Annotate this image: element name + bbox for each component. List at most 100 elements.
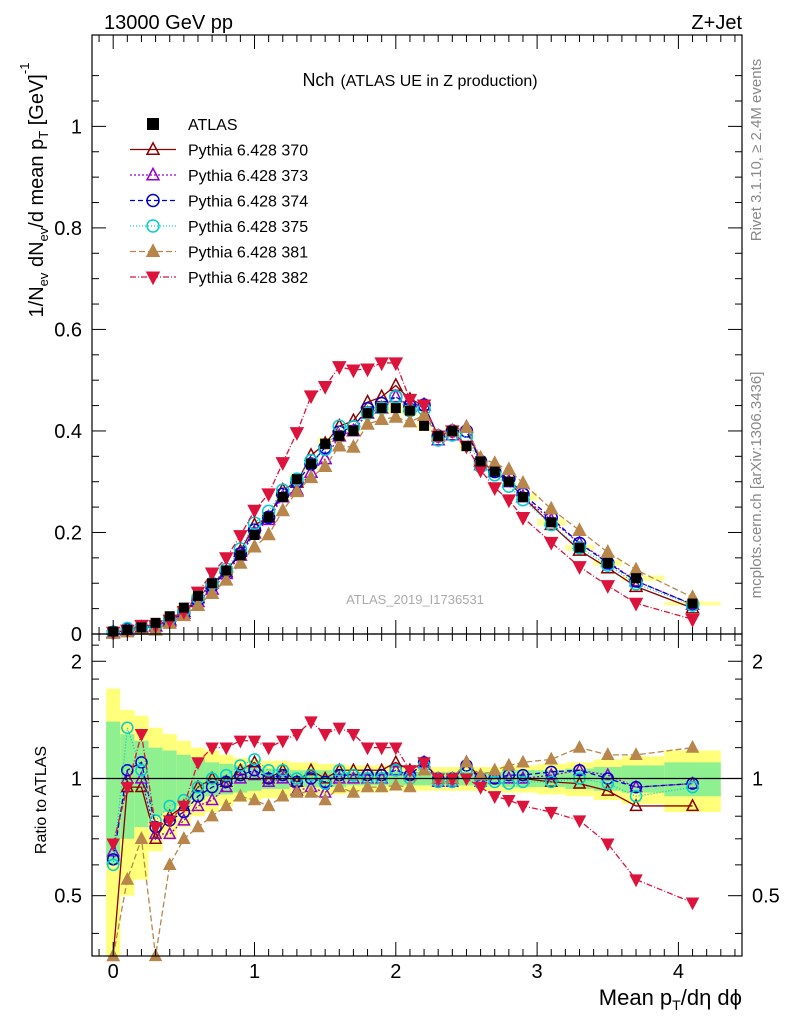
ratio-tick-label-left: 0.5 (54, 886, 82, 908)
main-series-point (388, 408, 404, 423)
x-tick-label: 2 (390, 961, 401, 983)
legend-label-data: ATLAS (188, 117, 238, 134)
main-series-point (459, 419, 474, 433)
x-axis-label-part: T (672, 997, 681, 1013)
ratio-series-point (629, 790, 643, 803)
ratio-series-point (332, 779, 347, 793)
ratio-series-point (685, 798, 700, 812)
y-tick-label: 0.4 (54, 421, 82, 443)
ratio-series-point (516, 800, 530, 814)
main-series-point (190, 597, 206, 611)
ratio-series-group (106, 716, 700, 962)
data-point (489, 466, 500, 477)
ratio-series-point (191, 779, 205, 793)
data-point (461, 441, 472, 452)
ratio-series-point (374, 742, 389, 756)
ratio-series-point (318, 728, 332, 742)
ratio-series-point (290, 784, 304, 798)
main-series-point (261, 526, 276, 541)
ratio-series-point (135, 756, 148, 769)
ratio-series-point (233, 735, 248, 749)
data-point (631, 573, 642, 584)
ratio-band-stat (664, 762, 721, 797)
ratio-series-point (459, 754, 474, 768)
data-point (320, 438, 331, 449)
ratio-series-point (177, 800, 191, 814)
ratio-series-point (120, 782, 135, 795)
data-point (574, 542, 585, 553)
main-series-point (204, 567, 220, 582)
legend-label: Pythia 6.428 381 (188, 245, 308, 262)
y-axis-label-part: [GeV] (26, 74, 48, 131)
data-point (475, 456, 486, 467)
data-point (602, 557, 613, 568)
main-series-point (501, 494, 517, 509)
data-point (348, 425, 359, 436)
data-point (404, 405, 415, 416)
legend-label: Pythia 6.428 373 (188, 168, 308, 185)
data-point (164, 611, 175, 622)
ratio-series-point (544, 751, 558, 765)
main-series-point (388, 357, 404, 372)
ratio-series-point (685, 897, 700, 911)
ratio-series-point (516, 754, 530, 768)
ratio-series-point (205, 808, 219, 822)
ratio-series-point (304, 762, 318, 776)
ratio-series-point (261, 798, 276, 812)
ratio-series-point (290, 728, 304, 742)
legend-label: Pythia 6.428 382 (188, 270, 308, 287)
ratio-series-point (233, 770, 248, 784)
y-axis-label-part: 1/N (26, 286, 48, 317)
main-series-point (317, 380, 333, 395)
main-series-point (402, 393, 418, 408)
ratio-series-point (304, 768, 318, 782)
plot-title: Nch (ATLAS UE in Z production) (302, 70, 537, 90)
ratio-series-point (417, 757, 431, 771)
ratio-series-point (134, 831, 149, 844)
ratio-series-point (686, 780, 699, 794)
ratio-series-point (374, 762, 389, 776)
main-series-point (233, 554, 248, 569)
main-series-point (275, 457, 291, 471)
data-point (433, 431, 444, 442)
ratio-series-point (346, 770, 361, 784)
x-axis-label: Mean pT/dη dϕ (599, 985, 742, 1013)
data-point (178, 602, 189, 613)
legend-marker-data (147, 118, 159, 130)
main-series-point (416, 407, 432, 422)
ratio-series-point (544, 767, 558, 781)
ratio-tick-label-right: 0.5 (752, 886, 780, 908)
y-axis-label-part: /d mean p (26, 139, 48, 228)
main-series-point (247, 538, 262, 553)
main-series-point (685, 613, 700, 628)
ratio-series-point (516, 775, 530, 789)
data-point (207, 578, 218, 589)
data-point (419, 420, 430, 431)
ratio-series-point (276, 735, 290, 749)
data-point (334, 431, 345, 442)
data-point (221, 565, 232, 576)
ratio-series-point (502, 794, 516, 808)
x-tick-label: 0 (108, 961, 119, 983)
main-band (621, 575, 665, 581)
main-series-point (275, 502, 291, 517)
main-series-point (501, 461, 517, 476)
main-series-point (233, 530, 248, 544)
ratio-series-point (572, 815, 587, 829)
main-series-point (572, 561, 587, 575)
ratio-band-stat (148, 747, 163, 817)
legend-marker (145, 166, 161, 181)
main-series-point (289, 427, 305, 441)
ratio-series-point (389, 763, 403, 777)
ratio-series-point (502, 770, 516, 784)
y-axis-label-part: -1 (17, 63, 32, 75)
ratio-series-point (234, 768, 247, 782)
y-tick-label: 0.8 (54, 218, 82, 240)
main-series-point (360, 416, 375, 430)
ratio-series-point (177, 831, 191, 844)
legend-label: Pythia 6.428 374 (188, 194, 308, 211)
ratio-series-point (261, 774, 276, 788)
ratio-series-point (601, 747, 615, 760)
ratio-series-point (629, 747, 643, 760)
y-tick-label: 0.2 (54, 522, 82, 544)
